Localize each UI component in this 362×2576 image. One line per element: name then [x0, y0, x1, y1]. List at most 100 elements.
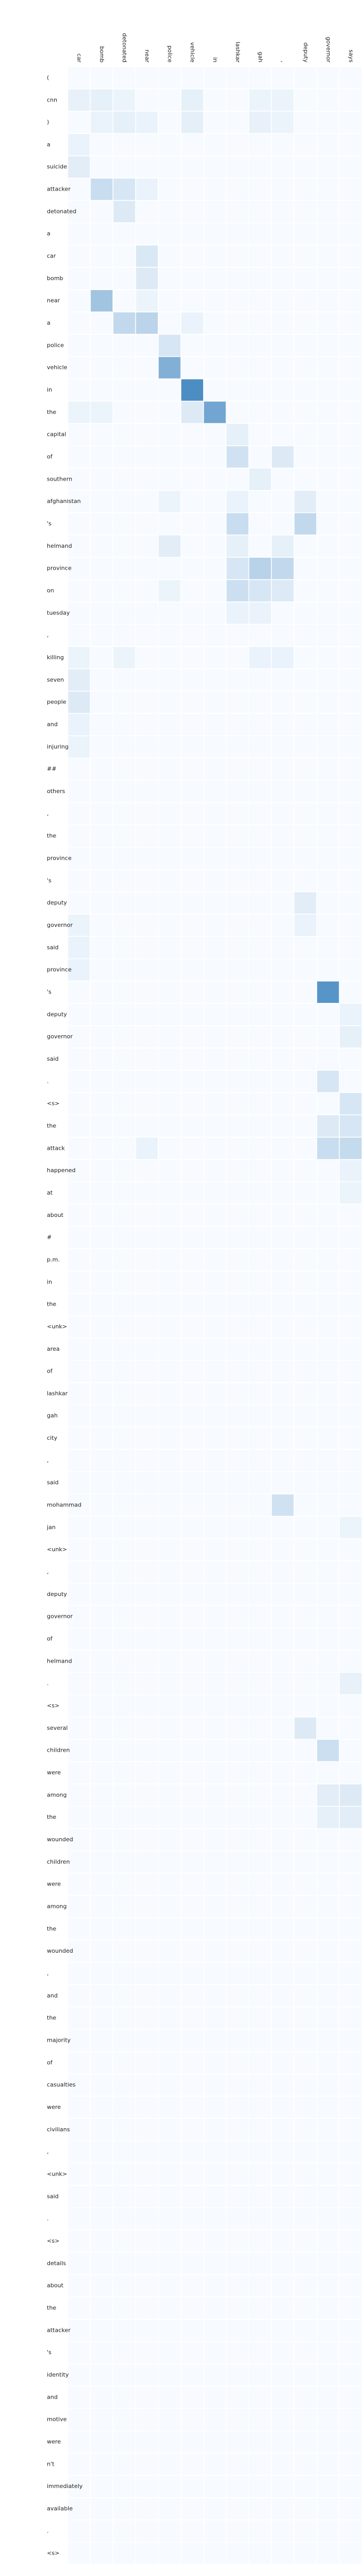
heatmap-cell: [226, 958, 249, 982]
heatmap-cell: [158, 110, 182, 134]
heatmap-cell: [339, 1761, 362, 1785]
heatmap-cell: [113, 802, 136, 825]
heatmap-cell: [316, 2296, 340, 2320]
heatmap-cell: [158, 1449, 182, 1473]
heatmap-cell: [226, 824, 249, 848]
heatmap-cell: [248, 445, 272, 469]
heatmap-cell: [67, 1137, 91, 1160]
heatmap-cell: [203, 2095, 227, 2119]
heatmap-cell: [135, 2274, 159, 2297]
heatmap-cell: [90, 1493, 114, 1517]
heatmap-cell: [180, 1806, 204, 1829]
heatmap-cell: [226, 624, 249, 647]
heatmap-cell: [180, 2542, 204, 2565]
heatmap-cell: [271, 2051, 295, 2075]
y-tick-label: among: [47, 1791, 67, 1798]
heatmap-cell: [226, 1003, 249, 1026]
heatmap-cell: [226, 936, 249, 959]
heatmap-cell: [90, 1248, 114, 1272]
heatmap-cell: [316, 713, 340, 736]
heatmap-cell: [339, 1471, 362, 1494]
heatmap-cell: [316, 1873, 340, 1896]
heatmap-cell: [226, 445, 249, 469]
heatmap-cell: [158, 267, 182, 291]
heatmap-cell: [271, 713, 295, 736]
heatmap-cell: [113, 668, 136, 692]
heatmap-cell: [113, 1627, 136, 1651]
heatmap-cell: [67, 601, 91, 625]
heatmap-cell: [135, 155, 159, 179]
heatmap-cell: [203, 66, 227, 90]
heatmap-cell: [316, 1114, 340, 1138]
heatmap-cell: [316, 2118, 340, 2141]
y-tick-label: helmand: [47, 1657, 72, 1664]
heatmap-cell: [293, 1694, 317, 1718]
heatmap-cell: [203, 668, 227, 692]
x-tick-label: governor: [325, 36, 332, 62]
heatmap-cell: [135, 1516, 159, 1539]
heatmap-cell: [90, 2095, 114, 2119]
y-tick-label: seven: [47, 676, 64, 683]
y-tick-label: in: [47, 386, 52, 393]
heatmap-cell: [135, 1292, 159, 1316]
heatmap-cell: [226, 981, 249, 1004]
heatmap-cell: [293, 490, 317, 513]
heatmap-cell: [90, 1337, 114, 1361]
heatmap-cell: [248, 1226, 272, 1249]
heatmap-cell: [158, 757, 182, 781]
heatmap-cell: [135, 1203, 159, 1227]
heatmap-cell: [135, 1962, 159, 1986]
heatmap-cell: [90, 1940, 114, 1963]
heatmap-cell: [90, 2385, 114, 2409]
heatmap-cell: [135, 512, 159, 536]
heatmap-cell: [203, 1828, 227, 1852]
heatmap-cell: [203, 1716, 227, 1740]
heatmap-cell: [339, 2453, 362, 2476]
heatmap-cell: [226, 2542, 249, 2565]
heatmap-cell: [226, 1672, 249, 1695]
heatmap-cell: [271, 2029, 295, 2052]
heatmap-cell: [180, 2519, 204, 2543]
y-tick-label: province: [47, 966, 72, 973]
heatmap-cell: [180, 1716, 204, 1740]
heatmap-cell: [158, 468, 182, 491]
heatmap-cell: [158, 913, 182, 937]
heatmap-cell: [180, 133, 204, 157]
heatmap-cell: [248, 133, 272, 157]
heatmap-cell: [316, 690, 340, 714]
heatmap-cell: [203, 2453, 227, 2476]
heatmap-cell: [339, 2229, 362, 2253]
heatmap-cell: [90, 1271, 114, 1294]
heatmap-cell: [113, 2453, 136, 2476]
heatmap-cell: [316, 289, 340, 312]
heatmap-cell: [158, 200, 182, 223]
heatmap-cell: [339, 1895, 362, 1918]
heatmap-cell: [67, 1984, 91, 2007]
heatmap-cell: [293, 1092, 317, 1115]
heatmap-cell: [158, 601, 182, 625]
heatmap-cell: [248, 490, 272, 513]
x-tick-label: gah: [257, 52, 264, 62]
heatmap-cell: [339, 468, 362, 491]
heatmap-cell: [135, 579, 159, 602]
heatmap-cell: [293, 668, 317, 692]
heatmap-cell: [158, 1471, 182, 1494]
y-tick-label: majority: [47, 2037, 71, 2043]
heatmap-cell: [316, 2252, 340, 2275]
heatmap-cell: [226, 1114, 249, 1138]
heatmap-cell: [248, 2341, 272, 2365]
heatmap-cell: [339, 1003, 362, 1026]
heatmap-cell: [293, 2497, 317, 2521]
heatmap-cell: [135, 891, 159, 915]
heatmap-cell: [135, 2185, 159, 2208]
x-tick-label: deputy: [302, 42, 309, 62]
heatmap-cell: [67, 1382, 91, 1405]
heatmap-cell: [203, 445, 227, 469]
heatmap-cell: [248, 958, 272, 982]
y-tick-labels: (cnn)asuicideattackerdetonatedacarbombne…: [46, 74, 83, 2556]
heatmap-cell: [158, 1917, 182, 1941]
heatmap-cell: [316, 512, 340, 536]
heatmap-cell: [293, 2474, 317, 2498]
heatmap-cell: [226, 1248, 249, 1272]
heatmap-cell: [248, 2073, 272, 2097]
